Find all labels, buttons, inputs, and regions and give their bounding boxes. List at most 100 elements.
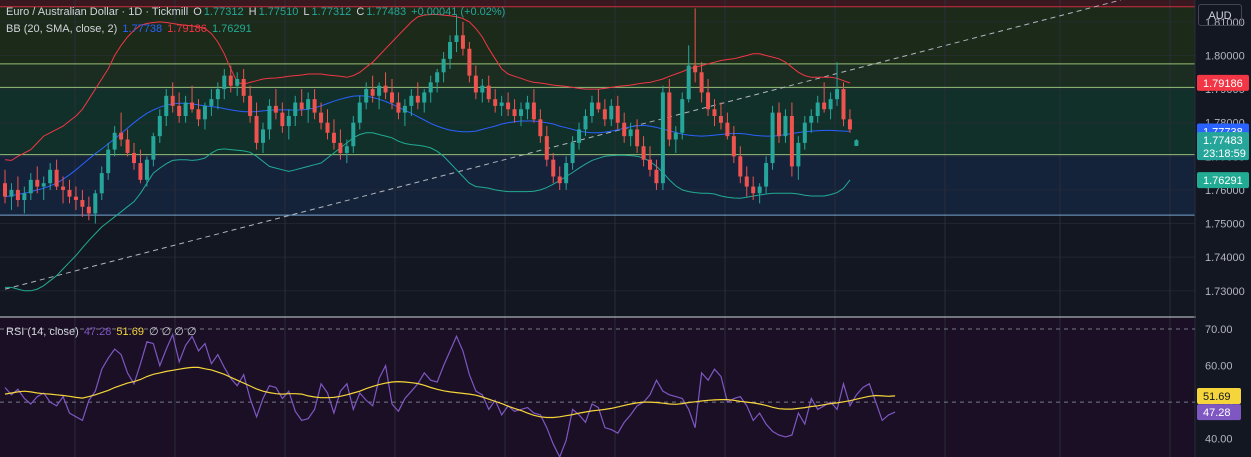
- candle-body: [615, 105, 620, 123]
- candlesticks: [3, 8, 859, 224]
- price-tick-label: 1.74000: [1205, 252, 1245, 264]
- candle-body: [454, 35, 459, 43]
- rsi-value: 47.28: [83, 326, 112, 338]
- candle-body: [357, 102, 362, 123]
- price-tick-label: 1.75000: [1205, 219, 1245, 231]
- candle-body: [228, 75, 233, 86]
- candle-body: [467, 48, 472, 76]
- candle-body: [525, 102, 530, 110]
- candle-body: [325, 122, 330, 133]
- candle-body: [731, 136, 736, 157]
- candle-body: [54, 169, 59, 187]
- zone-fill: [0, 0, 1195, 7]
- candle-body: [480, 85, 485, 93]
- rsi-line: [4, 332, 896, 457]
- candle-body: [254, 115, 259, 143]
- candle-body: [241, 79, 246, 96]
- rsi-na-values: ∅ ∅ ∅ ∅: [149, 326, 197, 338]
- symbol-title[interactable]: Euro / Australian Dollar · 1D · Tickmill: [6, 6, 189, 18]
- candle-body: [331, 132, 336, 143]
- candle-body: [777, 112, 781, 137]
- candle-body: [744, 176, 749, 187]
- candle-body: [209, 99, 214, 106]
- rsi-tag-label: 51.69: [1203, 391, 1231, 403]
- candle-body: [299, 102, 304, 110]
- close-value: 1.77483: [366, 6, 407, 18]
- candle-body: [215, 89, 220, 100]
- countdown-label: 23:18:59: [1203, 148, 1246, 160]
- bb-label: BB (20, SMA, close, 2): [6, 23, 118, 35]
- candle-body: [409, 95, 414, 106]
- candle-body: [738, 156, 743, 177]
- candle-body: [544, 136, 549, 160]
- candle-body: [248, 95, 253, 116]
- candle-body: [622, 122, 627, 137]
- candle-body: [144, 159, 149, 180]
- candle-body: [383, 85, 388, 93]
- change-value: +0.00041 (+0.02%): [411, 6, 506, 18]
- candle-body: [815, 102, 820, 116]
- candle-body: [428, 82, 433, 93]
- candle-body: [293, 102, 298, 116]
- candle-body: [280, 112, 285, 127]
- rsi-tick-label: 70.00: [1205, 324, 1233, 336]
- candle-body: [828, 99, 833, 110]
- bb-upper-value: 1.79186: [167, 23, 207, 35]
- candle-body: [377, 85, 382, 96]
- candle-body: [519, 109, 523, 116]
- zone-fill: [0, 63, 1195, 88]
- rsi-legend[interactable]: RSI (14, close) 47.28 51.69 ∅ ∅ ∅ ∅: [6, 325, 199, 338]
- candle-body: [196, 109, 201, 120]
- currency-button[interactable]: AUD: [1198, 4, 1242, 26]
- candle-body: [61, 186, 66, 190]
- candle-body: [648, 159, 652, 170]
- candle-body: [138, 163, 143, 180]
- high-label: H: [248, 6, 257, 18]
- zone-fill: [0, 154, 1195, 216]
- bb-lower-line: [5, 132, 851, 292]
- candle-body: [132, 152, 136, 164]
- candle-body: [512, 109, 517, 116]
- candle-body: [641, 146, 646, 160]
- bb-legend[interactable]: BB (20, SMA, close, 2) 1.77738 1.79186 1…: [6, 23, 254, 35]
- candle-body: [177, 105, 182, 116]
- price-axis[interactable]: 1.810001.800001.790001.780001.770001.760…: [1196, 0, 1251, 457]
- candle-body: [486, 85, 491, 100]
- low-value: 1.77312: [311, 6, 352, 18]
- candle-body: [3, 183, 7, 197]
- candle-body: [822, 102, 827, 110]
- candle-body: [48, 169, 53, 184]
- price-tag-label: 1.77483: [1203, 135, 1243, 147]
- high-value: 1.77510: [258, 6, 299, 18]
- candle-body: [170, 95, 175, 106]
- candle-body: [699, 72, 704, 93]
- candle-body: [506, 102, 511, 110]
- rsi-pane: [0, 328, 1195, 457]
- price-tag: [1197, 132, 1249, 161]
- candle-body: [473, 75, 478, 93]
- candle-body: [364, 89, 369, 103]
- candle-body: [809, 115, 814, 123]
- candle-body: [415, 95, 420, 103]
- candle-body: [28, 179, 33, 194]
- candle-body: [99, 173, 104, 194]
- candle-body: [319, 112, 324, 123]
- candle-body: [673, 132, 678, 140]
- candle-body: [609, 105, 614, 120]
- candle-body: [435, 72, 440, 83]
- candle-body: [577, 129, 582, 143]
- close-label: C: [356, 6, 365, 18]
- candle-body: [422, 92, 427, 103]
- rsi-ma-value: 51.69: [116, 326, 144, 338]
- open-label: O: [193, 6, 202, 18]
- candle-body: [441, 58, 446, 73]
- candle-body: [847, 119, 852, 130]
- candle-body: [119, 132, 124, 140]
- bollinger-bands: [4, 14, 851, 292]
- candle-body: [796, 142, 801, 167]
- symbol-legend: Euro / Australian Dollar · 1D · Tickmill…: [6, 6, 507, 18]
- price-tag: [1197, 172, 1249, 189]
- candle-body: [67, 189, 72, 197]
